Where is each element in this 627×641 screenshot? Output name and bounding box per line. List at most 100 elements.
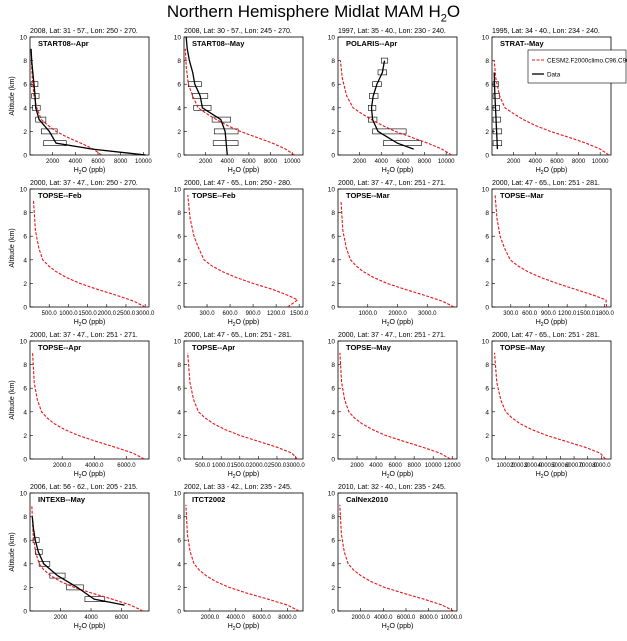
y-tick-label: 4 — [331, 561, 335, 568]
page-title-main: Northern Hemisphere Midlat MAM H — [166, 2, 441, 21]
model-profile-line — [184, 48, 295, 156]
x-axis-label: H2O (ppb) — [74, 167, 106, 176]
y-axis-label: Altitude (km) — [9, 380, 16, 419]
x-tick-label: 4000.0 — [538, 463, 557, 469]
y-axis-label: Altitude (km) — [9, 228, 16, 267]
y-tick-label: 10 — [482, 187, 490, 194]
chart-panel: 1997, Lat: 35 - 40., Lon: 230 - 240. POLA… — [328, 28, 458, 176]
y-tick-label: 6 — [177, 386, 181, 393]
x-tick-label: 500.0 — [42, 311, 58, 317]
y-tick-label: 2 — [177, 281, 181, 288]
y-tick-label: 10 — [174, 35, 182, 42]
x-tick-label: 1500.0 — [577, 311, 596, 317]
x-tick-label: 10000 — [592, 159, 609, 165]
chart-header: 2000, Lat: 47 - 65., Lon: 250 - 280. — [184, 180, 292, 187]
y-tick-label: 0 — [331, 609, 335, 616]
y-tick-label: 0 — [23, 609, 27, 616]
x-tick-label: 4000.0 — [85, 463, 104, 469]
x-tick-label: 900.0 — [541, 311, 557, 317]
chart-panel: 1995, Lat: 34 - 40., Lon: 234 - 240. STRA… — [482, 28, 627, 176]
legend-data-label: Data — [547, 72, 561, 79]
x-tick-label: 6000 — [115, 615, 129, 621]
campaign-label: TOPSE--Feb — [38, 191, 82, 200]
model-profile-line — [32, 352, 145, 460]
y-tick-label: 6 — [331, 82, 335, 89]
y-tick-label: 4 — [485, 409, 489, 416]
x-tick-label: 6000.0 — [397, 615, 416, 621]
x-axis-label: H2O (ppb) — [228, 623, 260, 632]
legend-model-label: CESM2.F2000climo.C96.C96.mg17.i — [547, 58, 627, 65]
x-tick-label: 2000.0 — [249, 463, 268, 469]
model-profile-line — [187, 194, 299, 308]
chart-header: 2000, Lat: 37 - 47., Lon: 251 - 271. — [338, 332, 446, 339]
model-profile-line — [493, 352, 606, 460]
x-tick-label: 1000.0 — [359, 311, 378, 317]
x-tick-label: 4000 — [375, 159, 389, 165]
x-axis-label: H2O (ppb) — [228, 167, 260, 176]
plot-frame — [491, 188, 612, 308]
y-tick-label: 4 — [177, 105, 181, 112]
x-tick-label: 8000.0 — [419, 615, 438, 621]
y-tick-label: 10 — [328, 35, 336, 42]
y-tick-label: 2 — [177, 433, 181, 440]
campaign-label: POLARIS--Apr — [346, 39, 397, 48]
x-tick-label: 2000 — [199, 159, 213, 165]
y-tick-label: 8 — [485, 210, 489, 217]
chart-header: 2010, Lat: 32 - 40., Lon: 235 - 245. — [338, 484, 446, 491]
observation-profile-line — [31, 516, 125, 606]
y-tick-label: 8 — [331, 514, 335, 521]
legend: CESM2.F2000climo.C96.C96.mg17.i Data — [527, 49, 627, 84]
x-tick-label: 1200.0 — [558, 311, 577, 317]
y-tick-label: 0 — [23, 305, 27, 312]
x-axis-label: H2O (ppb) — [536, 471, 568, 480]
y-tick-label: 2 — [177, 585, 181, 592]
campaign-label: TOPSE--Apr — [192, 343, 235, 352]
y-tick-label: 8 — [23, 514, 27, 521]
x-tick-label: 4000.0 — [374, 615, 393, 621]
page-title: Northern Hemisphere Midlat MAM H2O — [0, 2, 627, 24]
x-tick-label: 8000 — [418, 159, 432, 165]
x-tick-label: 1000.0 — [212, 463, 231, 469]
x-tick-label: 500.0 — [195, 463, 211, 469]
y-tick-label: 2 — [23, 585, 27, 592]
y-tick-label: 8 — [331, 210, 335, 217]
y-tick-label: 6 — [23, 234, 27, 241]
plot-frame — [337, 36, 458, 156]
y-tick-label: 8 — [23, 58, 27, 65]
x-axis-label: H2O (ppb) — [74, 471, 106, 480]
x-tick-label: 4000.0 — [227, 615, 246, 621]
y-tick-label: 10 — [328, 491, 336, 498]
y-tick-label: 2 — [23, 129, 27, 136]
x-tick-label: 1500.0 — [78, 311, 97, 317]
y-axis-label: Altitude (km) — [9, 76, 16, 115]
data-spread-box — [492, 128, 503, 135]
chart-panel: 2006, Lat: 56 - 62., Lon: 205 - 215. INTE… — [9, 484, 150, 632]
data-spread-box — [383, 140, 422, 146]
x-axis-label: H2O (ppb) — [228, 319, 260, 328]
x-tick-label: 3000.0 — [418, 311, 437, 317]
model-profile-line — [32, 200, 146, 308]
y-tick-label: 6 — [177, 82, 181, 89]
model-profile-line — [339, 504, 454, 612]
x-tick-label: 2000 — [46, 159, 60, 165]
y-tick-label: 2 — [485, 433, 489, 440]
y-tick-label: 0 — [485, 457, 489, 464]
campaign-label: CalNex2010 — [346, 495, 388, 504]
campaign-label: START08--May — [192, 39, 245, 48]
y-tick-label: 10 — [20, 35, 28, 42]
observation-profile-line — [370, 60, 414, 150]
data-spread-box — [84, 596, 106, 603]
x-tick-label: 1200.0 — [267, 311, 286, 317]
y-tick-label: 4 — [485, 105, 489, 112]
campaign-label: START08--Apr — [38, 39, 89, 48]
y-tick-label: 8 — [177, 58, 181, 65]
x-tick-label: 1500.0 — [231, 463, 250, 469]
chart-panel: 2000, Lat: 37 - 47., Lon: 251 - 271. TOPS… — [328, 332, 461, 480]
plot-frame — [491, 340, 612, 460]
data-spread-box — [66, 584, 84, 591]
x-tick-label: 4000 — [84, 615, 98, 621]
x-tick-label: 6000 — [396, 159, 410, 165]
chart-header: 2006, Lat: 56 - 62., Lon: 205 - 215. — [30, 484, 138, 491]
x-axis-label: H2O (ppb) — [382, 623, 414, 632]
